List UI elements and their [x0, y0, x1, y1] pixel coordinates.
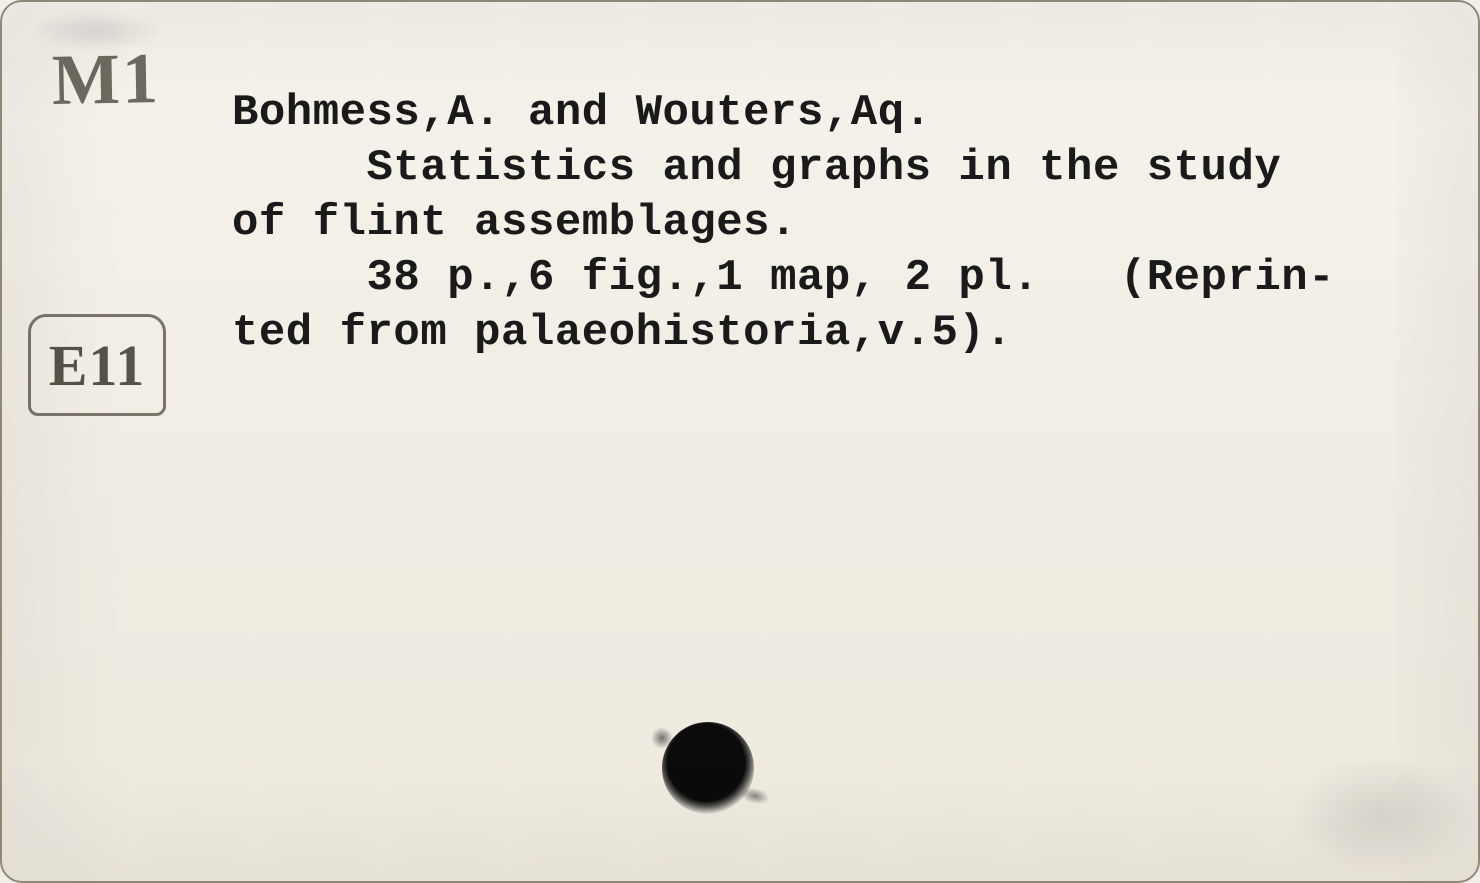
entry-line-1: Bohmess,A. and Wouters,Aq. — [232, 88, 932, 138]
catalog-card: M1 E11 Bohmess,A. and Wouters,Aq. Statis… — [0, 0, 1480, 883]
smudge-bottom-right — [1292, 755, 1472, 875]
entry-line-5: ted from palaeohistoria,v.5). — [232, 308, 1012, 358]
entry-line-3: of flint assemblages. — [232, 198, 797, 248]
ink-blot-icon — [662, 722, 754, 814]
classification-tag: E11 — [28, 314, 166, 416]
call-number-handwritten: M1 — [51, 37, 160, 122]
entry-line-4: 38 p.,6 fig.,1 map, 2 pl. (Reprin- — [232, 253, 1335, 303]
entry-line-2: Statistics and graphs in the study — [232, 143, 1281, 193]
classification-tag-label: E11 — [49, 332, 146, 399]
catalog-entry-text: Bohmess,A. and Wouters,Aq. Statistics an… — [232, 86, 1422, 361]
